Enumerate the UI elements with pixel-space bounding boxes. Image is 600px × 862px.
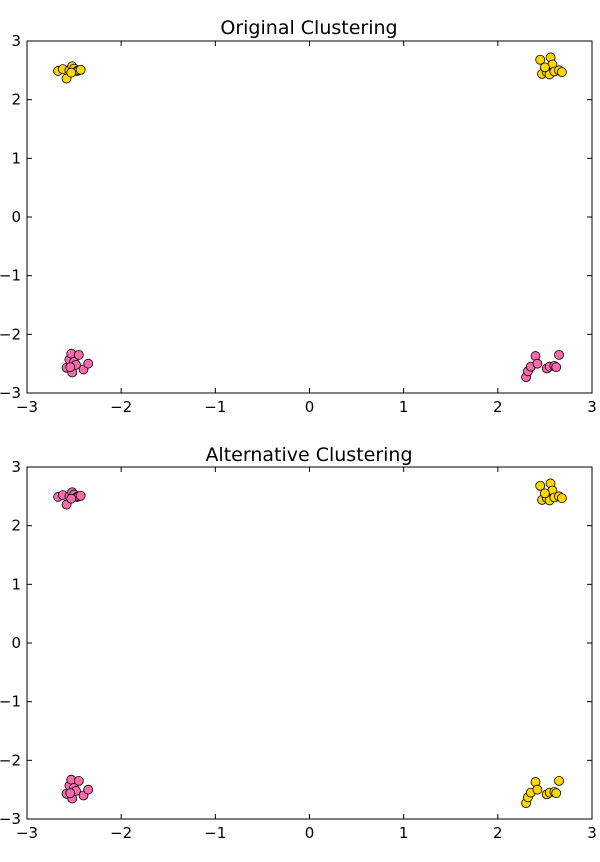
plot-area-original: [26, 40, 593, 394]
data-point: [83, 784, 94, 795]
y-tick-label: 3: [11, 458, 21, 476]
original-clustering-panel: Original Clustering −3 −2 −1 0 1 2 3 3 2 1 0 −1 −2 −3: [0, 17, 597, 416]
data-point: [556, 493, 567, 503]
y-tick-label: 0: [11, 634, 21, 652]
y-tick-label: 2: [11, 517, 21, 535]
x-tick-label: 0: [305, 824, 315, 842]
data-point: [532, 358, 543, 369]
y-tick-label: 1: [11, 575, 21, 593]
data-point: [554, 775, 564, 786]
y-tick-label: −1: [0, 693, 21, 711]
x-tick-label: −1: [204, 824, 226, 842]
y-tick-label: −3: [0, 810, 21, 828]
chart-title-alternative: Alternative Clustering: [205, 444, 412, 466]
data-point: [66, 493, 77, 504]
x-tick-label: 2: [493, 398, 503, 416]
data-point: [73, 775, 84, 786]
data-point: [83, 358, 94, 369]
x-tick-label: −1: [204, 398, 226, 416]
x-tick-label: 1: [399, 824, 409, 842]
data-point: [532, 784, 543, 795]
data-point: [65, 788, 76, 799]
y-tick-label: −2: [0, 325, 21, 343]
data-point: [540, 62, 550, 73]
data-point: [551, 788, 562, 799]
x-tick-label: 3: [587, 398, 597, 416]
y-tick-label: 2: [11, 91, 21, 109]
x-tick-label: −2: [110, 824, 132, 842]
x-tick-label: −3: [16, 824, 38, 842]
x-tick-label: 2: [493, 824, 503, 842]
y-tick-label: −2: [0, 751, 21, 769]
data-point: [75, 64, 86, 75]
data-point: [556, 67, 567, 77]
y-tick-label: −1: [0, 267, 21, 285]
x-tick-label: −2: [110, 398, 132, 416]
x-tick-label: −3: [16, 398, 38, 416]
data-point: [554, 349, 564, 360]
y-tick-label: 3: [11, 32, 21, 50]
data-point: [73, 349, 84, 360]
y-tick-label: 1: [11, 149, 21, 167]
alternative-clustering-panel: Alternative Clustering −3 −2 −1 0 1 2 3 3 2 1 0 −1 −…: [0, 444, 597, 842]
data-point: [535, 54, 546, 65]
x-tick-label: 3: [587, 824, 597, 842]
data-point: [66, 67, 77, 78]
x-tick-label: 0: [305, 398, 315, 416]
chart-title-original: Original Clustering: [220, 17, 397, 39]
y-tick-label: −3: [0, 384, 21, 402]
data-point: [65, 362, 76, 373]
x-tick-label: 1: [399, 398, 409, 416]
data-point: [551, 362, 562, 373]
y-tick-label: 0: [11, 208, 21, 226]
plot-area-alternative: [26, 466, 593, 820]
data-point: [540, 488, 550, 499]
data-point: [75, 490, 86, 501]
data-point: [535, 480, 546, 491]
